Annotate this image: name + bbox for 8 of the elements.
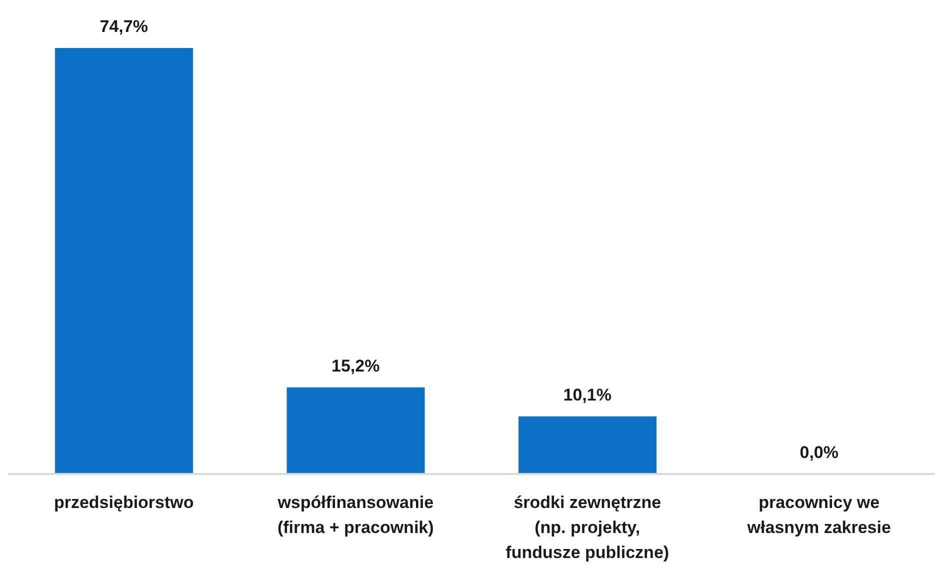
data-label: 10,1% [563,385,612,404]
x-tick-label: współfinansowanie (firma + pracownik) [276,493,434,537]
x-tick-label: przedsiębiorstwo [54,493,194,512]
x-tick-label: pracownicy we własnym zakresie [746,493,891,537]
data-label: 74,7% [100,17,148,36]
x-tick-label: środki zewnętrzne (np. projekty, fundusze publiczne) [506,493,670,562]
data-label: 0,0% [800,443,838,462]
data-label: 15,2% [332,356,380,376]
